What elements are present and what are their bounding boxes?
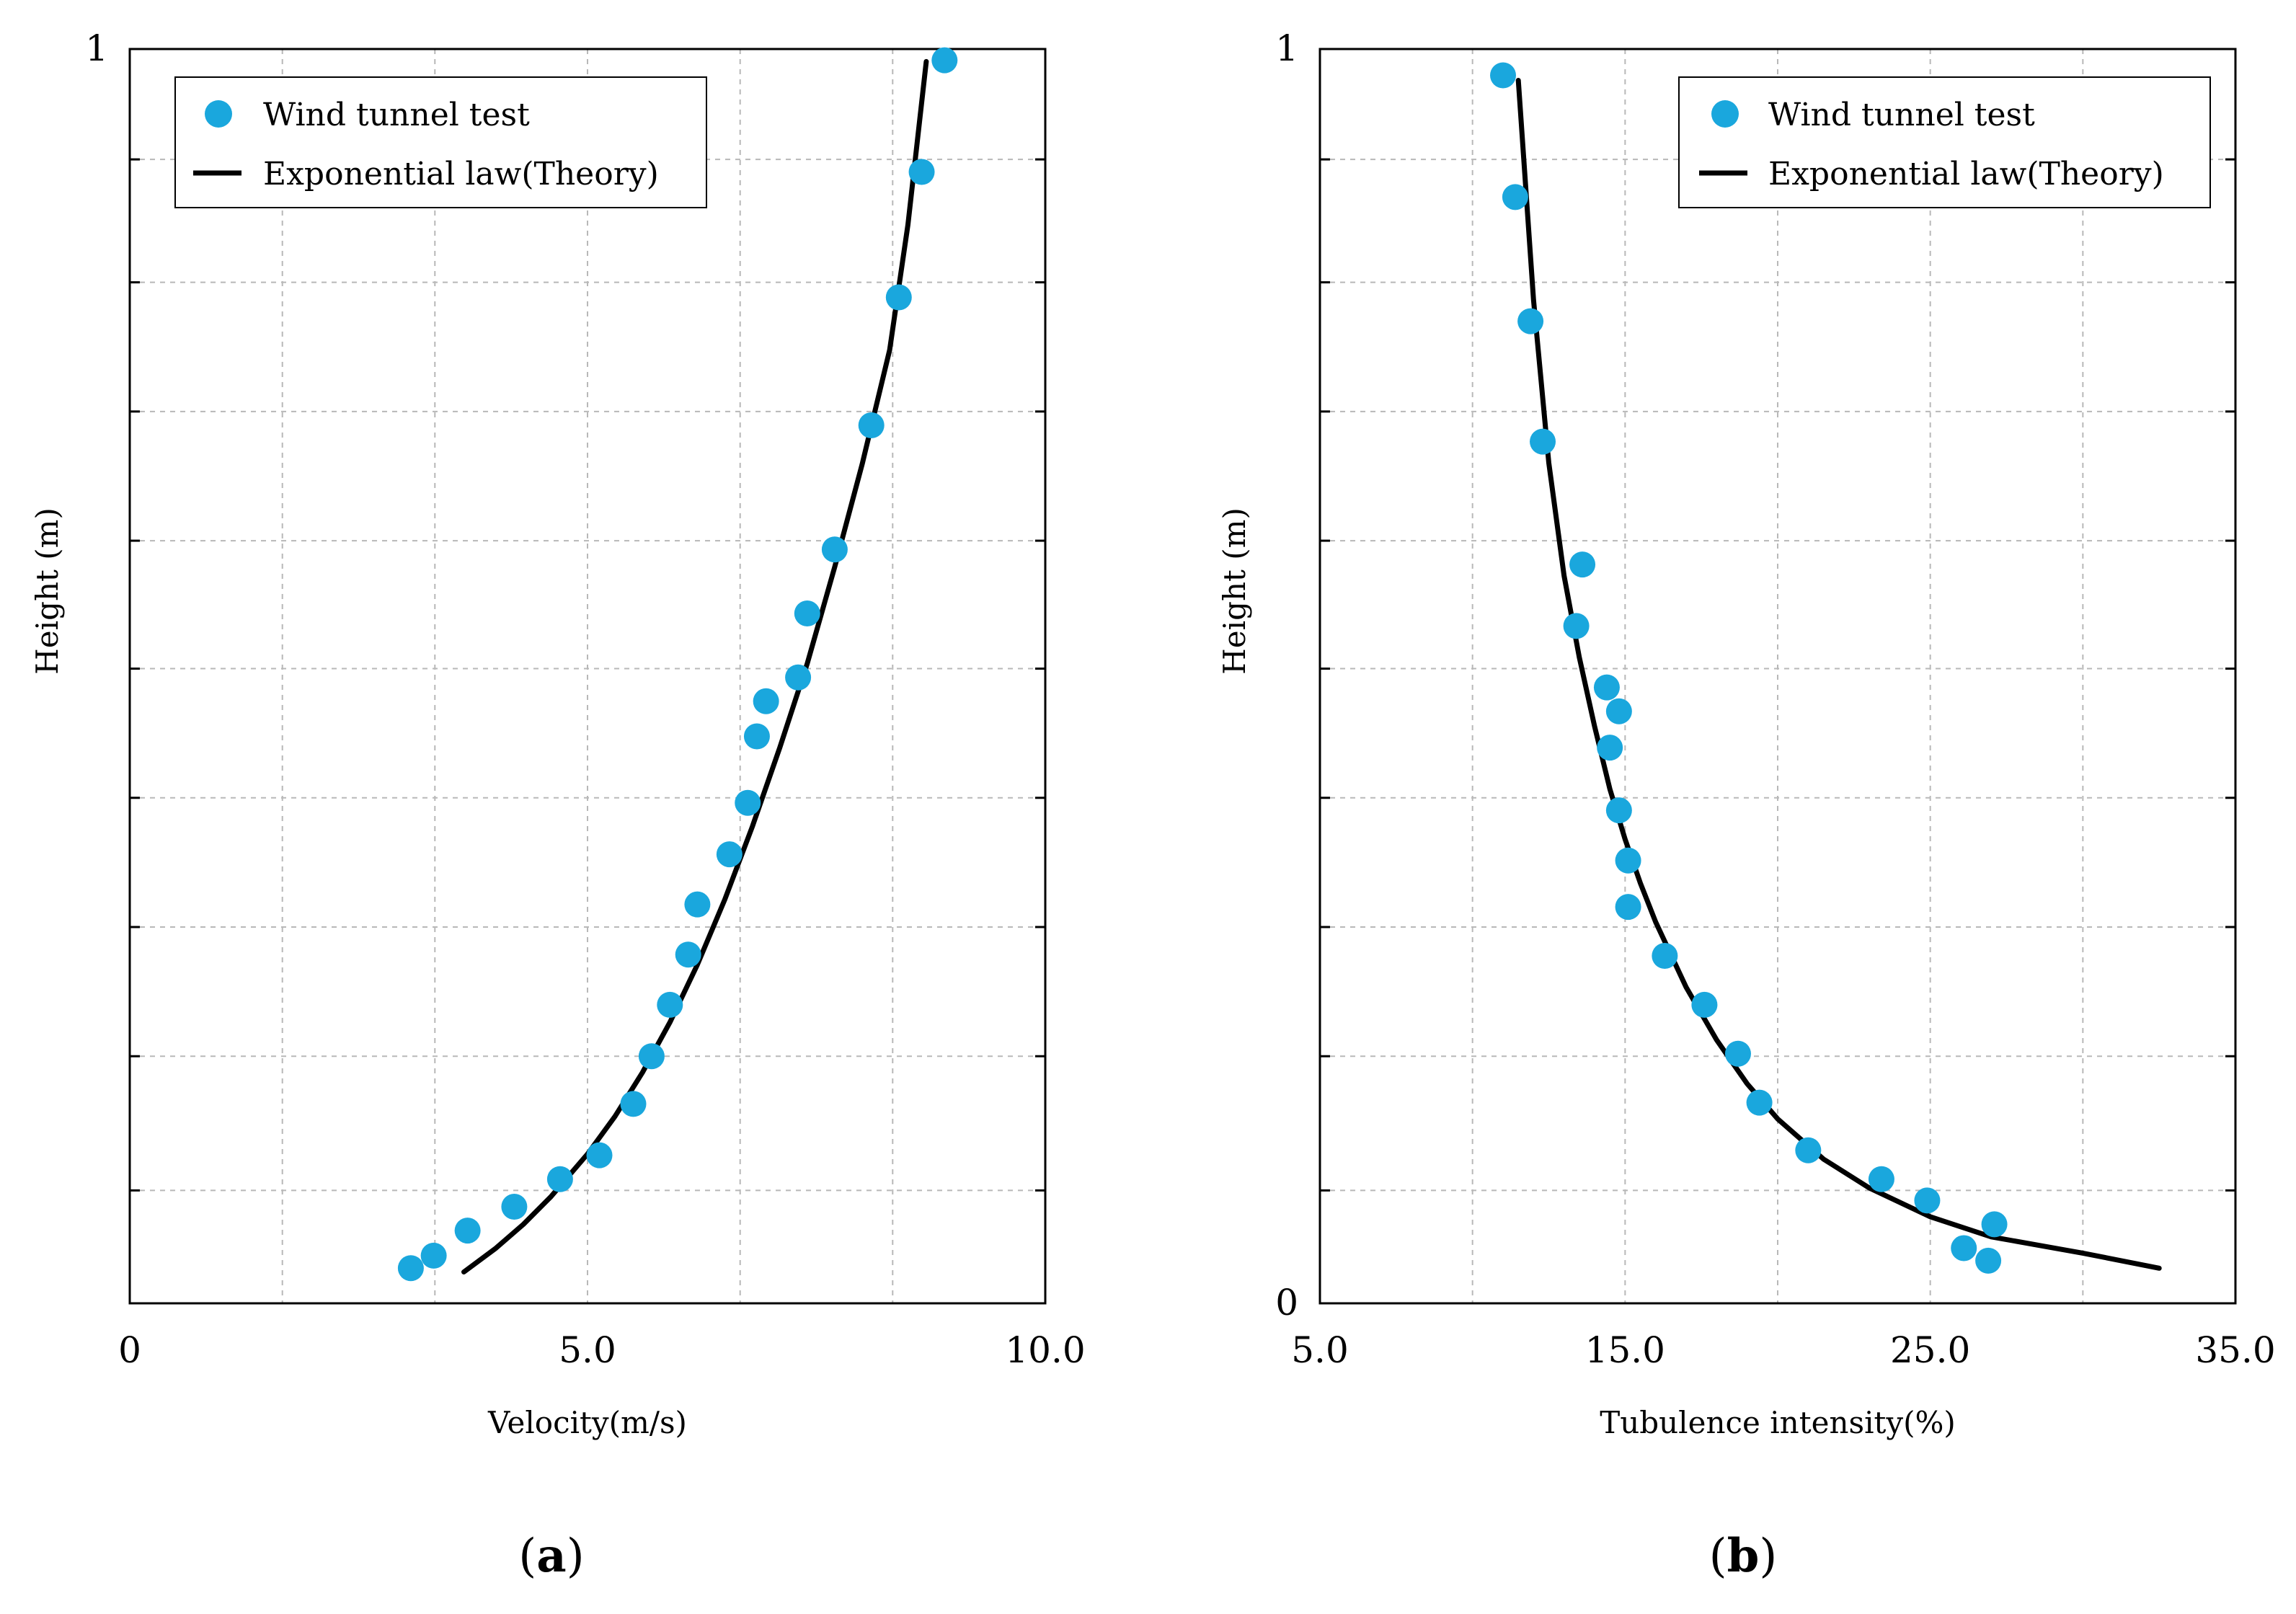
data-point [1724, 1040, 1751, 1067]
data-point [657, 991, 683, 1018]
data-point [420, 1242, 447, 1269]
x-tick-label: 35.0 [2195, 1329, 2275, 1371]
data-point [785, 664, 812, 691]
x-axis-label-b: Tubulence intensity(%) [1600, 1405, 1956, 1440]
x-tick-label: 15.0 [1585, 1329, 1665, 1371]
chart-panel-b: 5.0 15.0 25.0 35.0 1 0 Tubulence intensity(%)… [1217, 27, 2276, 1583]
data-point [1795, 1137, 1822, 1163]
data-point [1593, 674, 1620, 701]
data-point [501, 1194, 528, 1220]
legend-label-line-a: Exponential law(Theory) [263, 156, 659, 192]
legend-box-a [174, 76, 707, 208]
data-point [716, 841, 743, 868]
data-point [885, 284, 912, 311]
data-point [908, 159, 935, 185]
x-tick-label: 10.0 [1005, 1329, 1085, 1371]
data-point [743, 723, 770, 750]
legend-label-line-b: Exponential law(Theory) [1768, 156, 2164, 192]
x-tick-label: 5.0 [559, 1329, 616, 1371]
data-point [1502, 184, 1528, 210]
data-point [1868, 1166, 1894, 1192]
caption-a: (a) [518, 1529, 584, 1583]
axis-ticks-a [130, 158, 1045, 1192]
data-point [1597, 735, 1623, 761]
data-point [735, 789, 761, 816]
data-point [1951, 1235, 1977, 1262]
y-tick-label: 1 [1275, 27, 1298, 69]
data-point [397, 1255, 424, 1282]
x-axis-label-a: Velocity(m/s) [487, 1405, 687, 1440]
legend-b: Wind tunnel test Exponential law(Theory) [1678, 76, 2211, 208]
data-point [1605, 698, 1632, 724]
data-point [1563, 613, 1590, 639]
data-point [1975, 1247, 2002, 1274]
x-tick-label: 0 [118, 1329, 141, 1371]
data-point [1691, 991, 1718, 1018]
data-point [1652, 943, 1678, 970]
plot-frame-a [128, 48, 1047, 1305]
data-point [1615, 847, 1641, 874]
data-point [858, 412, 885, 438]
legend-label-scatter-b: Wind tunnel test [1768, 97, 2035, 133]
data-point [753, 688, 779, 714]
series-b [1490, 62, 2162, 1274]
tick-labels-b: 5.0 15.0 25.0 35.0 1 0 [1275, 27, 2275, 1371]
caption-letter-a: a [536, 1529, 566, 1583]
chart-panel-a: 0 5.0 10.0 1 Velocity(m/s) Height (m) Wind … [30, 27, 1086, 1583]
caption-letter-b: b [1727, 1529, 1760, 1583]
legend-label-scatter-a: Wind tunnel test [263, 97, 530, 133]
data-point [1914, 1187, 1941, 1214]
data-point [931, 47, 958, 74]
data-point [620, 1091, 647, 1117]
data-point [675, 941, 701, 968]
data-point [1490, 62, 1516, 89]
theory-curve [461, 58, 929, 1274]
caption-b: (b) [1709, 1529, 1778, 1583]
data-point [586, 1142, 613, 1169]
legend-a: Wind tunnel test Exponential law(Theory) [174, 76, 707, 208]
data-point [1615, 894, 1641, 921]
data-point [1517, 308, 1544, 334]
data-point [1746, 1089, 1773, 1116]
data-point [638, 1043, 665, 1070]
data-point [794, 600, 820, 626]
y-tick-label: 0 [1275, 1282, 1298, 1323]
plot-frame-b [1318, 48, 2237, 1305]
series-a [397, 47, 958, 1282]
tick-labels-a: 0 5.0 10.0 1 [85, 27, 1085, 1371]
data-point [1530, 428, 1556, 455]
x-tick-label: 5.0 [1291, 1329, 1349, 1371]
data-point [454, 1218, 481, 1244]
y-axis-label-a: Height (m) [30, 507, 65, 675]
data-point [546, 1166, 573, 1192]
data-point [1605, 797, 1632, 824]
y-tick-label: 1 [85, 27, 108, 69]
grid-a [130, 49, 1045, 1303]
data-point [1569, 551, 1596, 578]
grid-b [1320, 49, 2235, 1303]
data-point [821, 536, 848, 563]
theory-curve [1515, 78, 2162, 1271]
data-point [1981, 1211, 2008, 1238]
legend-marker-b [1711, 100, 1739, 128]
x-tick-label: 25.0 [1890, 1329, 1970, 1371]
legend-box-b [1678, 76, 2211, 208]
legend-marker-a [205, 100, 232, 128]
y-axis-label-b: Height (m) [1217, 507, 1252, 675]
axis-ticks-b [1320, 158, 2235, 1192]
data-point [684, 891, 711, 918]
